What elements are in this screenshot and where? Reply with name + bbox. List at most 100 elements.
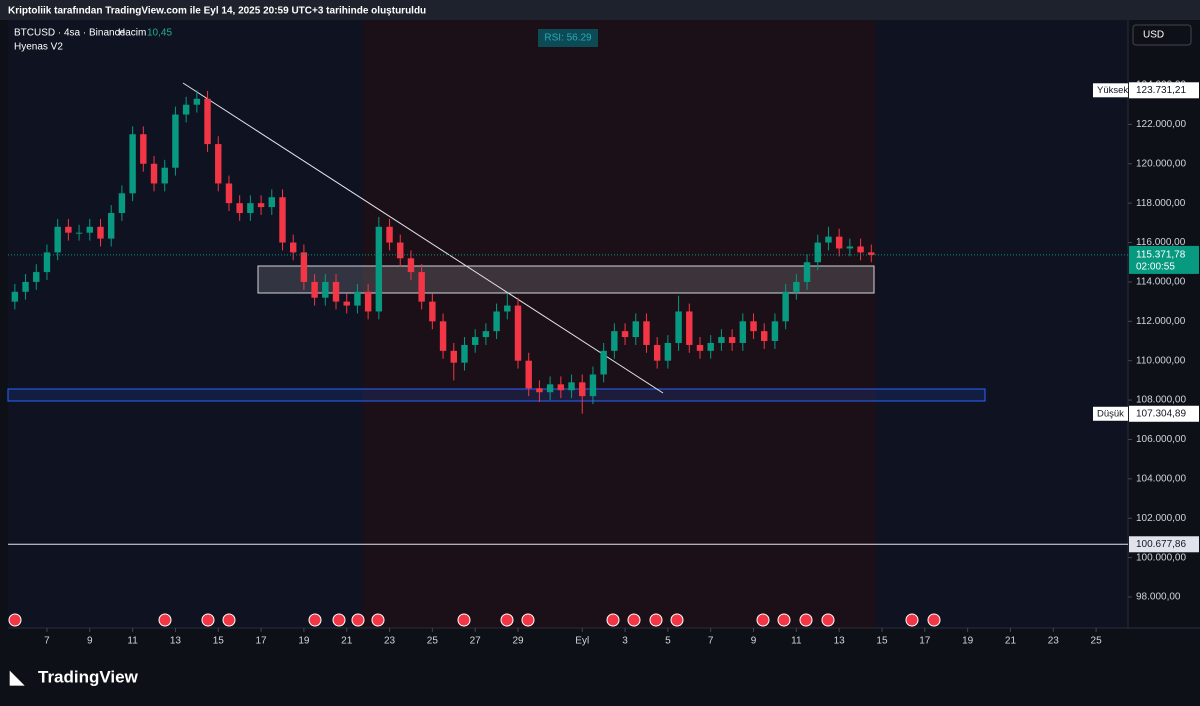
candle-body <box>22 281 29 292</box>
candle-body <box>343 301 350 306</box>
candle-body <box>493 311 500 332</box>
header-bar <box>0 0 1200 20</box>
y-tick-label: 114.000,00 <box>1136 277 1186 288</box>
candle-body <box>107 213 115 239</box>
currency-button[interactable] <box>1132 24 1192 46</box>
candle-body <box>247 203 254 214</box>
candle-body <box>215 144 222 184</box>
level-label: 100.677,86 <box>1136 539 1186 550</box>
candle-body <box>718 337 725 343</box>
x-tick-label: 9 <box>751 636 757 647</box>
current-box <box>1129 245 1199 274</box>
candle-body <box>536 388 543 393</box>
x-tick-label: 25 <box>427 636 439 647</box>
candle-body <box>289 242 297 253</box>
x-tick-label: 11 <box>791 636 802 647</box>
candle-body <box>857 246 864 253</box>
candle-body <box>161 167 168 184</box>
y-tick-label: 118.000,00 <box>1136 198 1186 209</box>
candle-body <box>664 342 672 361</box>
price-label-box <box>1129 405 1199 422</box>
level-box <box>1129 536 1199 553</box>
price-label-box <box>1129 82 1199 99</box>
candle-body <box>429 301 436 322</box>
candle-body <box>268 197 275 208</box>
candle-body <box>600 350 607 375</box>
brand: TradingView <box>38 667 139 686</box>
x-tick-label: 29 <box>512 636 524 647</box>
candle-body <box>825 236 832 243</box>
y-tick-label: 120.000,00 <box>1136 158 1186 169</box>
volume: 10,45 <box>147 28 172 39</box>
y-tick-label: 122.000,00 <box>1136 119 1186 130</box>
candle-body <box>611 331 618 351</box>
candle-body <box>43 252 51 273</box>
candle-body <box>589 374 597 397</box>
currency[interactable]: USD <box>1143 30 1164 41</box>
price-label-tag <box>1093 406 1128 421</box>
zone-box <box>257 265 875 294</box>
candle-body <box>182 104 190 115</box>
candle-body <box>86 226 94 233</box>
price-label-name: Yüksek <box>1097 85 1128 96</box>
candle-body <box>568 382 575 391</box>
candle-body <box>632 321 639 338</box>
x-tick-label: 21 <box>341 636 353 647</box>
candle-body <box>418 272 425 302</box>
x-tick-label: 7 <box>44 636 50 647</box>
candle-body <box>193 98 201 105</box>
rsi-box <box>538 29 598 47</box>
candle-body <box>375 226 383 312</box>
candle-body <box>461 344 468 363</box>
candle-body <box>322 281 329 298</box>
candle-body <box>814 242 821 263</box>
candle-body <box>482 331 490 338</box>
price-label-value: 107.304,89 <box>1136 408 1186 419</box>
x-tick-label: 23 <box>384 636 396 647</box>
candle-body <box>279 197 286 243</box>
footer-bar <box>0 655 1200 701</box>
brand-mark: ◣ <box>9 667 25 687</box>
symbol: BTCUSD · 4sa · Binance <box>14 28 126 39</box>
candle-body <box>236 203 243 214</box>
candle-body <box>846 246 854 249</box>
y-tick-label: 110.000,00 <box>1136 355 1186 366</box>
candle-body <box>11 291 19 302</box>
candle-body <box>868 252 875 255</box>
candle-body <box>803 262 811 282</box>
zone-box <box>7 388 986 402</box>
candle-body <box>65 226 72 233</box>
candle-body <box>546 384 554 393</box>
price-label-tag <box>1093 83 1128 98</box>
candle-body <box>364 291 372 312</box>
candle-body <box>504 305 511 312</box>
candle-body <box>129 134 136 194</box>
candle-body <box>407 258 415 273</box>
candle-body <box>793 281 800 292</box>
x-tick-label: Eyl <box>575 636 589 647</box>
candle-body <box>557 384 565 391</box>
header-text: Kriptoliik tarafından TradingView.com il… <box>8 6 426 17</box>
price-label-value: 123.731,21 <box>1136 85 1186 96</box>
x-tick-label: 5 <box>665 636 671 647</box>
countdown: 02:00:55 <box>1136 262 1175 273</box>
rsi: RSI: 56.29 <box>544 33 592 44</box>
candle-body <box>450 350 457 363</box>
indicator: Hyenas V2 <box>14 42 63 53</box>
x-tick-label: 23 <box>1048 636 1060 647</box>
candle-body <box>686 311 693 345</box>
y-tick-label: 108.000,00 <box>1136 395 1186 406</box>
x-tick-label: 9 <box>87 636 93 647</box>
x-tick-label: 3 <box>622 636 628 647</box>
y-tick-label: 98.000,00 <box>1136 592 1181 603</box>
volume-label: Hacim <box>118 28 146 39</box>
y-tick-label: 116.000,00 <box>1136 237 1186 248</box>
candle-body <box>643 321 650 345</box>
candle-body <box>150 163 158 184</box>
y-tick-label: 106.000,00 <box>1136 434 1186 445</box>
current-label: 115.371,78 <box>1136 250 1186 261</box>
candle-body <box>514 305 522 361</box>
candle-body <box>172 114 179 168</box>
x-tick-label: 15 <box>213 636 225 647</box>
